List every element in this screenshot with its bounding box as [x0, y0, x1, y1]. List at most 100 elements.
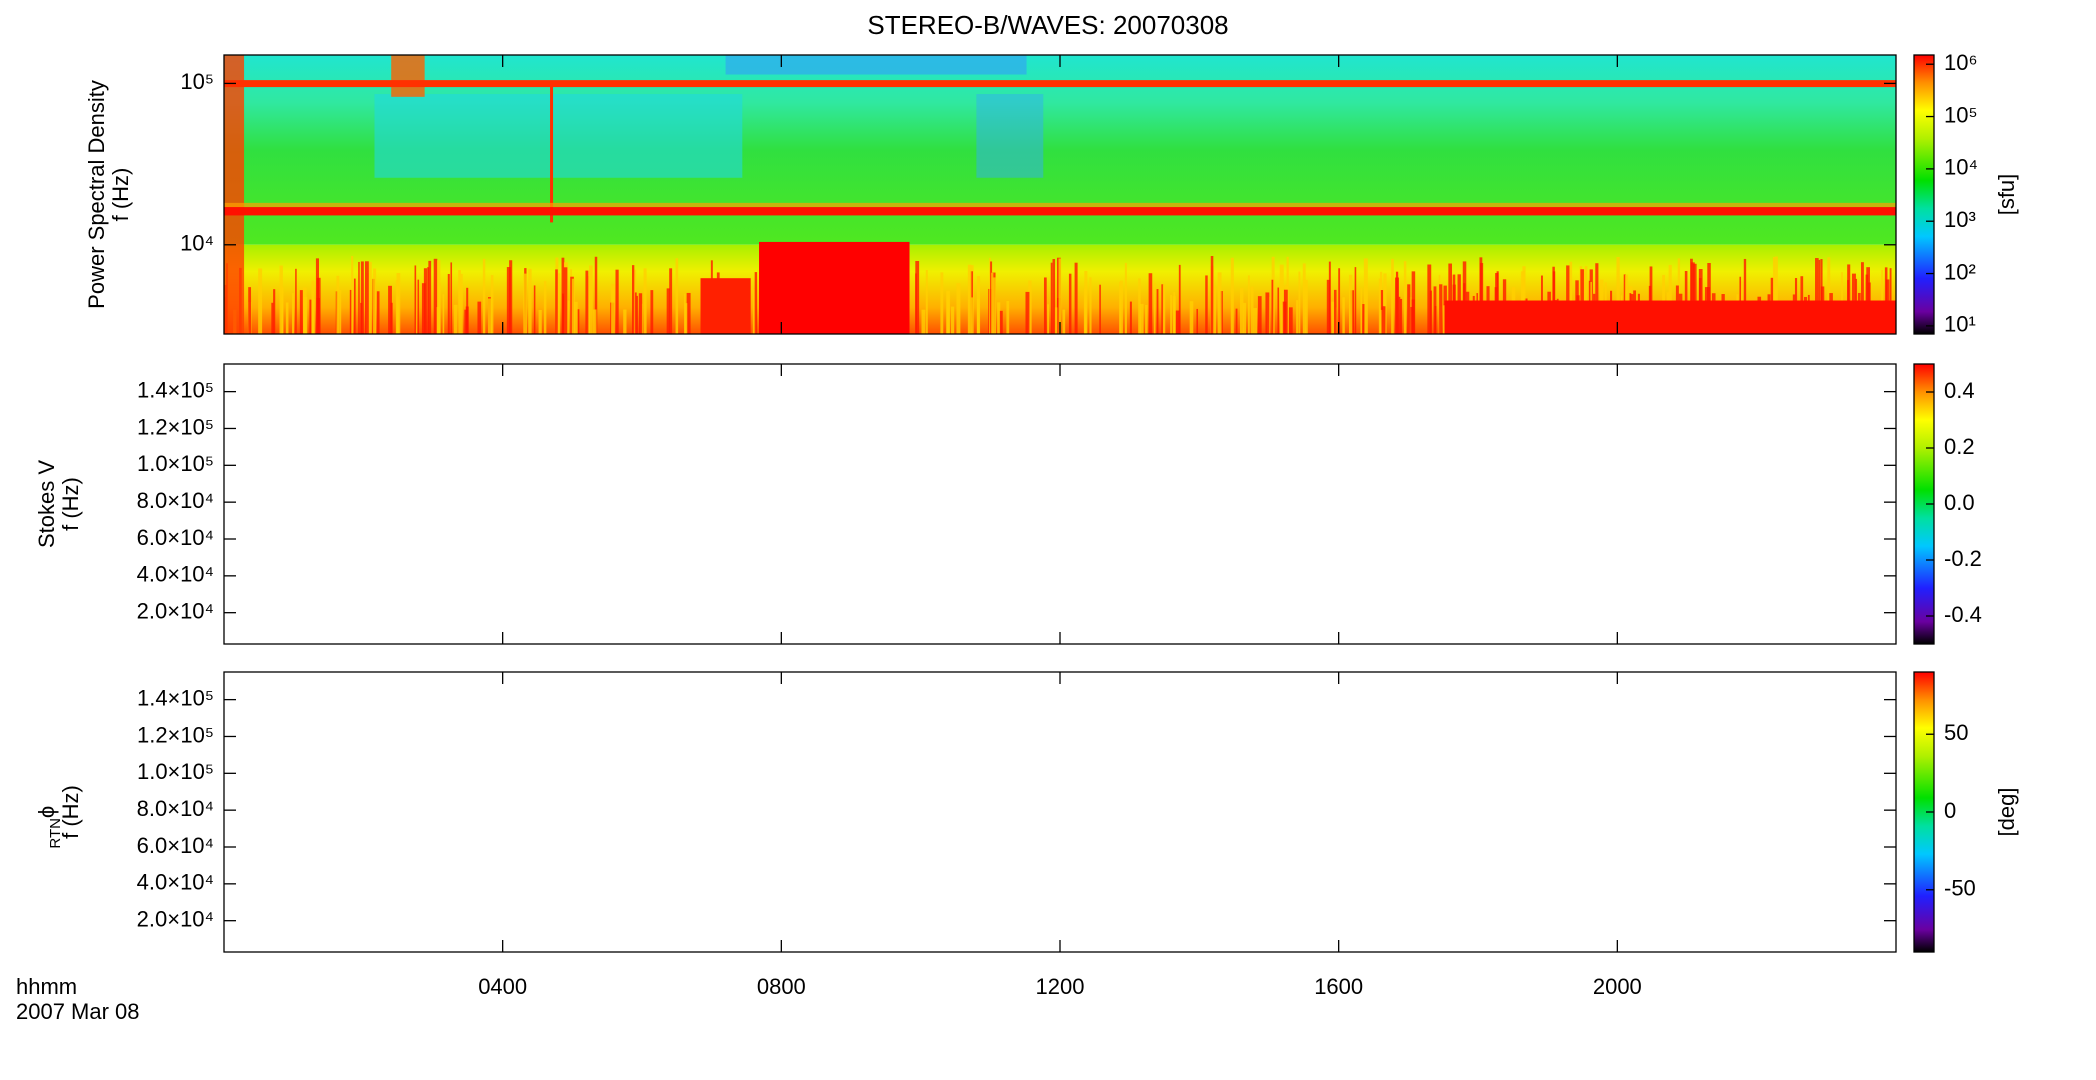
- spectrogram-texture: [1058, 258, 1062, 334]
- spectrogram-texture: [415, 290, 418, 334]
- colorbar-tick-label: 0.0: [1944, 490, 1975, 515]
- spectrogram-texture: [1139, 303, 1144, 334]
- spectrogram-texture: [1566, 265, 1570, 334]
- spectrogram-texture: [543, 280, 547, 334]
- spectrogram-texture: [1242, 302, 1247, 334]
- spectrogram-texture: [669, 268, 673, 334]
- spectrogram-texture: [224, 207, 1896, 216]
- spectrogram-texture: [615, 269, 619, 334]
- y-tick-label: 2.0×10⁴: [137, 906, 214, 931]
- spectrogram-texture: [538, 309, 542, 334]
- spectrogram-texture: [437, 260, 441, 334]
- spectrogram-texture: [1331, 301, 1335, 334]
- colorbar-tick-label: 10⁴: [1944, 155, 1978, 180]
- spectrogram-texture: [585, 270, 589, 334]
- spectrogram-texture: [1328, 261, 1331, 334]
- spectrogram-texture: [1362, 304, 1365, 334]
- spectrogram-texture: [989, 257, 991, 334]
- x-tick-label: 0800: [757, 974, 806, 999]
- spectrogram-texture: [453, 304, 458, 334]
- spectrogram-texture: [376, 291, 380, 334]
- colorbar-tick-label: 10³: [1944, 207, 1976, 232]
- spectrogram-texture: [248, 287, 252, 334]
- spectrogram-texture: [1391, 258, 1394, 334]
- y-tick-label: 8.0×10⁴: [137, 488, 214, 513]
- spectrogram-texture: [353, 278, 356, 334]
- spectrogram-texture: [1333, 289, 1337, 334]
- spectrogram-texture: [1444, 300, 1896, 334]
- spectrogram-texture: [1006, 300, 1010, 334]
- spectrogram-texture: [991, 272, 994, 334]
- colorbar: [1913, 54, 1935, 335]
- spectrogram-texture: [675, 258, 679, 334]
- spectrogram-texture: [1265, 292, 1270, 334]
- spectrogram-texture: [299, 290, 303, 334]
- colorbar-tick-label: 0.2: [1944, 434, 1975, 459]
- spectrogram-texture: [1348, 274, 1353, 334]
- spectrogram-texture: [1119, 281, 1121, 334]
- spectrogram-texture: [1298, 271, 1301, 334]
- spectrogram-texture: [433, 258, 438, 334]
- spectrogram-texture: [1690, 258, 1693, 334]
- spectrogram-texture: [482, 258, 486, 334]
- spectrogram-texture: [458, 270, 461, 334]
- spectrogram-texture: [1025, 291, 1030, 334]
- spectrogram-texture: [1616, 257, 1620, 334]
- spectrogram-texture: [292, 293, 295, 334]
- spectrogram-texture: [1326, 279, 1331, 334]
- spectrogram-texture: [1028, 280, 1032, 334]
- y-axis-label: ϕ: [34, 806, 59, 818]
- y-tick-label: 1.4×10⁵: [137, 685, 214, 710]
- spectrogram-texture: [224, 202, 1896, 208]
- spectrogram-texture: [1119, 280, 1123, 334]
- colorbar-label: [deg]: [1994, 788, 2019, 837]
- spectrogram-texture: [349, 289, 352, 334]
- spectrogram-texture: [1162, 284, 1166, 334]
- spectrogram-texture: [700, 278, 751, 334]
- spectrogram-texture: [1145, 304, 1148, 334]
- spectrogram-texture: [1043, 277, 1047, 334]
- spectrogram-texture: [1403, 261, 1407, 334]
- spectrogram-texture: [360, 302, 363, 334]
- spectrogram-texture: [1084, 270, 1088, 334]
- spectrogram-texture: [224, 80, 1896, 88]
- spectrogram-texture: [364, 261, 369, 334]
- spectrogram-texture: [561, 257, 565, 334]
- spectrogram-texture: [1479, 263, 1484, 334]
- spectrogram-texture: [427, 267, 430, 334]
- plot-frame: [223, 671, 1897, 953]
- spectrogram-texture: [311, 280, 315, 334]
- spectrogram-texture: [358, 261, 360, 334]
- spectrogram-texture: [1271, 279, 1274, 334]
- spectrogram-texture: [1196, 308, 1199, 334]
- date-label: 2007 Mar 08: [16, 999, 140, 1024]
- spectrogram-texture: [566, 300, 570, 334]
- spectrogram-texture: [976, 298, 980, 334]
- spectrogram-texture: [915, 260, 920, 334]
- spectrogram-texture: [417, 279, 420, 334]
- spectrogram-texture: [634, 292, 637, 334]
- spectrogram-texture: [1433, 286, 1437, 334]
- spectrogram-texture: [1050, 262, 1053, 334]
- spectrogram-texture: [421, 283, 426, 334]
- y-tick-label: 2.0×10⁴: [137, 598, 214, 623]
- spectrogram-texture: [754, 272, 758, 334]
- spectrogram-texture: [1212, 285, 1217, 334]
- spectrogram-texture: [946, 290, 951, 334]
- spectrogram-texture: [523, 273, 527, 334]
- spectrogram-texture: [632, 269, 637, 334]
- spectrogram-texture: [351, 255, 354, 334]
- spectrogram-texture: [442, 294, 445, 334]
- spectrogram-texture: [1247, 275, 1250, 334]
- spectrogram-texture: [316, 277, 321, 334]
- spectrogram-texture: [1305, 279, 1308, 334]
- spectrogram-texture: [1649, 266, 1653, 334]
- spectrogram-texture: [1138, 278, 1141, 334]
- spectrogram-texture: [1668, 264, 1672, 334]
- spectrogram-texture: [1398, 296, 1401, 334]
- spectrogram-texture: [611, 284, 615, 334]
- spectrogram-texture: [1296, 300, 1299, 334]
- spectrogram-texture: [976, 94, 1044, 178]
- spectrogram-texture: [1129, 301, 1132, 334]
